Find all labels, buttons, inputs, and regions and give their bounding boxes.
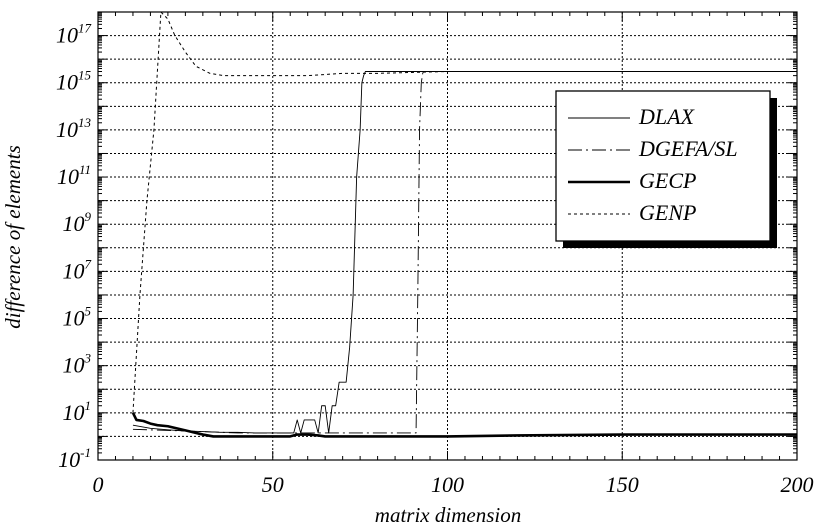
y-tick-label-base: 10 [56, 23, 78, 48]
grid [98, 12, 797, 460]
legend: DLAX DGEFA/SL GECP GENP [555, 90, 777, 248]
series-line-genp [132, 12, 797, 413]
legend-label: DGEFA/SL [638, 136, 738, 161]
y-tick-label-base: 10 [63, 400, 85, 425]
y-tick-label: 105 [63, 304, 92, 331]
y-tick-label-exponent: 1 [85, 398, 92, 413]
y-tick-label: 1011 [57, 162, 91, 189]
legend-label: DLAX [638, 104, 696, 129]
y-tick-label-base: 10 [58, 447, 80, 472]
y-tick-label-exponent: -1 [80, 445, 91, 460]
frame-ticks [97, 12, 798, 461]
y-tick-label-base: 10 [56, 70, 78, 95]
y-tick-label: 1017 [56, 21, 92, 48]
series-line-gecp [131, 412, 797, 438]
x-tick-label: 100 [431, 472, 464, 497]
y-tick-label-exponent: 7 [85, 256, 92, 271]
y-tick-label: 10-1 [58, 445, 91, 472]
y-tick-label-base: 10 [63, 306, 85, 331]
y-tick-label: 109 [63, 209, 92, 236]
y-tick-label-exponent: 17 [78, 21, 92, 36]
x-tick-labels: 0 50 100 150 200 [93, 472, 814, 497]
y-tick-label: 103 [63, 351, 92, 378]
y-tick-label-exponent: 13 [78, 115, 92, 130]
y-tick-label-exponent: 9 [85, 209, 92, 224]
x-tick-label: 150 [606, 472, 639, 497]
y-tick-label: 1015 [56, 68, 92, 95]
y-tick-label-exponent: 5 [85, 304, 92, 319]
x-axis-title: matrix dimension [375, 503, 521, 527]
y-tick-label-base: 10 [57, 164, 79, 189]
y-tick-label: 107 [63, 256, 92, 283]
x-tick-label: 200 [781, 472, 814, 497]
x-tick-label: 50 [262, 472, 284, 497]
y-tick-label: 1013 [56, 115, 92, 142]
legend-items: DLAX DGEFA/SL GECP GENP [568, 104, 738, 225]
y-tick-label-exponent: 3 [84, 351, 92, 366]
y-tick-label-exponent: 15 [78, 68, 92, 83]
y-axis-title: difference of elements [1, 145, 25, 328]
y-tick-label-base: 10 [56, 117, 78, 142]
series-line-dgefa-sl [132, 71, 797, 434]
legend-box [555, 90, 771, 242]
y-tick-label: 101 [63, 398, 92, 425]
series-layer [131, 12, 797, 438]
y-tick-label-base: 10 [63, 211, 85, 236]
x-tick-label: 0 [93, 472, 104, 497]
y-tick-label-exponent: 11 [79, 162, 91, 177]
legend-label: GENP [639, 200, 696, 225]
legend-label: GECP [639, 168, 696, 193]
y-tick-label-base: 10 [63, 353, 85, 378]
y-tick-label-base: 10 [63, 258, 85, 283]
